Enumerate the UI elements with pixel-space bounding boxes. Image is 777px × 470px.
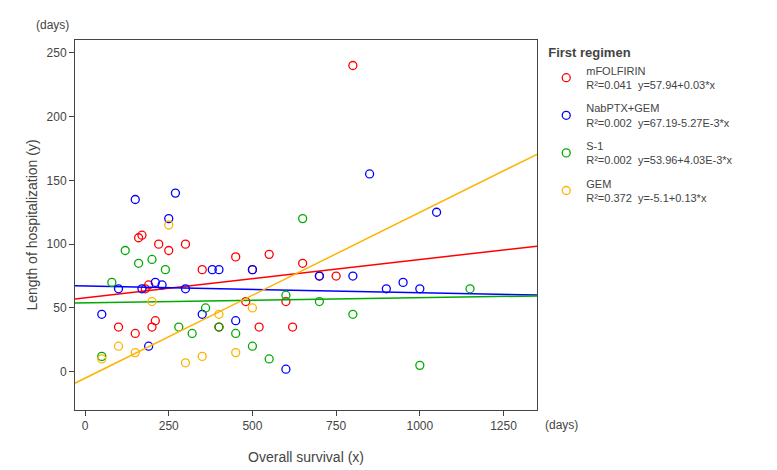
svg-text:S-1R²=0.002 y=53.96+4.03E-3*x: S-1R²=0.002 y=53.96+4.03E-3*x: [586, 140, 732, 166]
svg-text:1250: 1250: [490, 419, 517, 433]
svg-text:200: 200: [47, 110, 67, 124]
svg-text:250: 250: [159, 419, 179, 433]
svg-text:750: 750: [326, 419, 346, 433]
svg-text:NabPTX+GEMR²=0.002 y=67.19-5.: NabPTX+GEMR²=0.002 y=67.19-5.27E-3*x: [586, 102, 730, 128]
svg-text:1000: 1000: [406, 419, 433, 433]
svg-text:100: 100: [47, 237, 67, 251]
svg-text:150: 150: [47, 174, 67, 188]
svg-text:500: 500: [242, 419, 262, 433]
svg-text:(days): (days): [545, 418, 578, 432]
svg-text:50: 50: [53, 301, 67, 315]
svg-text:Length of hospitalization (y): Length of hospitalization (y): [24, 139, 40, 310]
svg-text:Overall survival (x): Overall survival (x): [248, 449, 364, 465]
svg-text:0: 0: [60, 365, 67, 379]
svg-text:mFOLFIRINR²=0.041 y=57.94+0.0: mFOLFIRINR²=0.041 y=57.94+0.03*x: [586, 65, 715, 91]
svg-text:First regimen: First regimen: [548, 45, 630, 60]
svg-text:250: 250: [47, 46, 67, 60]
svg-text:GEMR²=0.372 y=-5.1+0.13*x: GEMR²=0.372 y=-5.1+0.13*x: [586, 178, 707, 204]
svg-text:0: 0: [82, 419, 89, 433]
svg-text:(days): (days): [36, 18, 69, 32]
